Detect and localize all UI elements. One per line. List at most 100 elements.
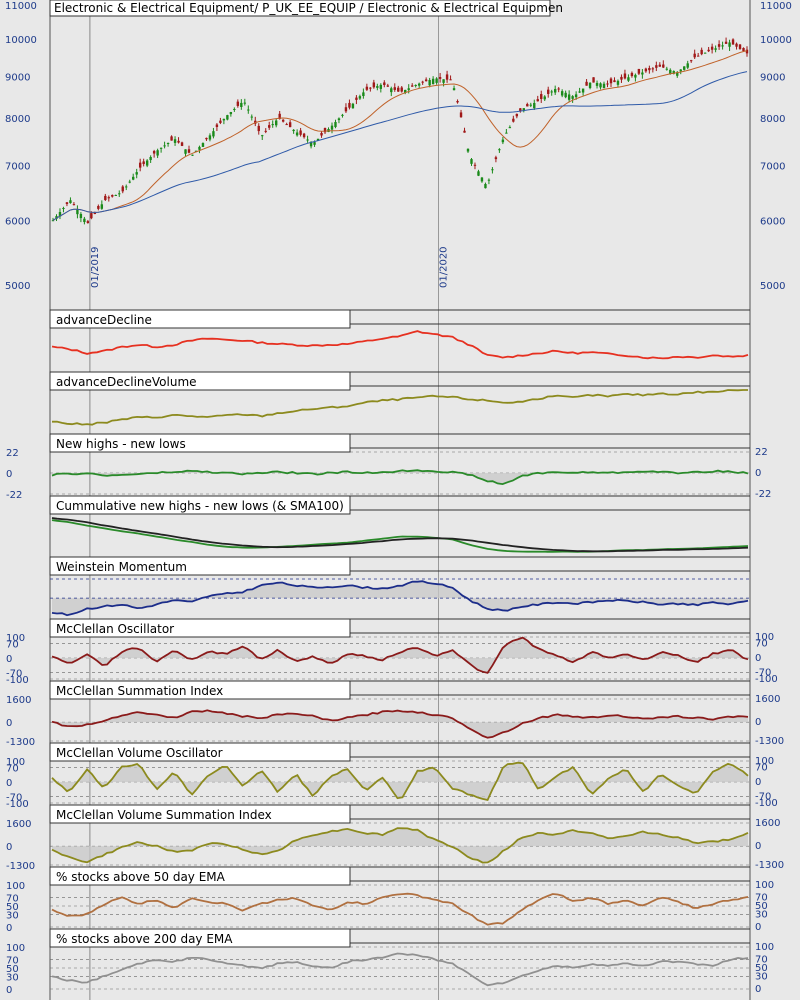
price-ytick-right: 5000 (760, 281, 785, 292)
candle-body (560, 91, 564, 96)
price-ytick-right: 9000 (760, 72, 785, 83)
moving-average-short (52, 50, 748, 221)
candle-body (369, 87, 372, 89)
candle-body (714, 48, 717, 50)
candle-body (431, 78, 435, 85)
pane-title: % stocks above 200 day EMA (56, 932, 233, 946)
candle-body (156, 150, 159, 156)
pane-ytick-right: -100 (755, 798, 778, 809)
pane-title-box (49, 495, 351, 515)
pane-ytick-left: 100 (6, 633, 25, 644)
pane-ytick-left: 70 (6, 639, 19, 650)
candle-body (414, 85, 417, 87)
price-ytick-right: 7000 (760, 162, 785, 173)
candle-body (397, 87, 400, 92)
pane-ytick-right: 0 (755, 984, 761, 995)
candle-body (411, 85, 414, 87)
pane-ytick-right: -1300 (755, 860, 784, 871)
price-ytick-right: 11000 (760, 1, 792, 12)
candle-body (480, 177, 484, 182)
pane-ytick-right: 0 (755, 653, 761, 664)
candle-body (79, 213, 83, 219)
pane-ytick-right: 0 (755, 717, 761, 728)
candle-body (512, 118, 515, 122)
pane-title-box (49, 742, 351, 762)
pane-ytick-left: 0 (6, 654, 12, 665)
candle-body (376, 86, 379, 88)
candle-body (435, 78, 438, 83)
candle-body (302, 133, 306, 138)
candle-body (634, 74, 637, 78)
candle-body (330, 125, 334, 130)
candle-body (407, 88, 410, 90)
candle-body (547, 89, 550, 94)
price-ytick-left: 10000 (5, 35, 37, 46)
candle-body (132, 176, 135, 180)
candle-body (187, 149, 191, 153)
candle-body (58, 212, 62, 217)
candle-body (533, 102, 536, 109)
x-date-label: 01/2020 (439, 246, 450, 288)
candle-body (686, 63, 689, 68)
candle-body (152, 151, 156, 154)
candle-body (173, 139, 177, 143)
candle-body (630, 72, 634, 77)
candle-body (100, 204, 104, 209)
candle-body (229, 112, 233, 115)
candle-body (553, 88, 557, 93)
candle-body (658, 64, 662, 67)
pane-ytick-right: -22 (755, 489, 771, 500)
pane-ytick-left: 30 (6, 972, 19, 983)
candle-body (456, 100, 459, 103)
indicator-line (51, 580, 749, 617)
candle-body (271, 124, 274, 126)
candle-body (177, 140, 180, 143)
price-ytick-left: 5000 (5, 281, 30, 292)
candle-body (438, 77, 442, 79)
indicator-line (51, 469, 749, 486)
candle-body (104, 195, 107, 200)
candle-body (76, 209, 79, 215)
candle-body (585, 81, 588, 86)
candle-body (484, 183, 487, 189)
pane-ytick-left: 1600 (6, 695, 31, 706)
candle-body (184, 149, 187, 154)
candle-body (93, 213, 97, 215)
candle-body (445, 74, 449, 80)
candle-body (683, 66, 686, 70)
candle-body (738, 44, 742, 49)
candle-body (676, 72, 679, 76)
candle-body (334, 121, 337, 128)
pane-title-box (49, 371, 351, 391)
pane-ytick-left: 0 (6, 923, 12, 934)
candle-body (655, 65, 658, 68)
pane-ytick-left: 0 (6, 778, 12, 789)
indicator-line (51, 636, 749, 674)
candle-body (372, 82, 376, 88)
candle-body (690, 60, 693, 62)
candle-body (724, 41, 728, 44)
candle-body (404, 89, 407, 93)
candle-body (745, 49, 749, 54)
pane-ytick-right: 70 (755, 955, 768, 966)
candle-body (226, 115, 229, 120)
candle-body (731, 39, 735, 45)
candle-body (592, 77, 595, 83)
candle-body (390, 88, 393, 93)
moving-average-long (52, 71, 748, 221)
candle-body (578, 91, 581, 93)
candle-body (735, 43, 738, 47)
pane-ytick-right: 70 (755, 762, 768, 773)
candle-body (83, 218, 86, 223)
pane-ytick-left: 100 (6, 943, 25, 954)
candle-body (567, 94, 571, 100)
candle-body (292, 129, 295, 132)
candle-body (358, 96, 362, 99)
candle-body (463, 130, 466, 133)
candle-body (180, 142, 184, 146)
pane-ytick-left: 70 (6, 894, 19, 905)
candle-body (428, 79, 431, 86)
candle-body (529, 104, 532, 106)
candle-body (442, 79, 445, 83)
pane-ytick-right: 0 (755, 777, 761, 788)
